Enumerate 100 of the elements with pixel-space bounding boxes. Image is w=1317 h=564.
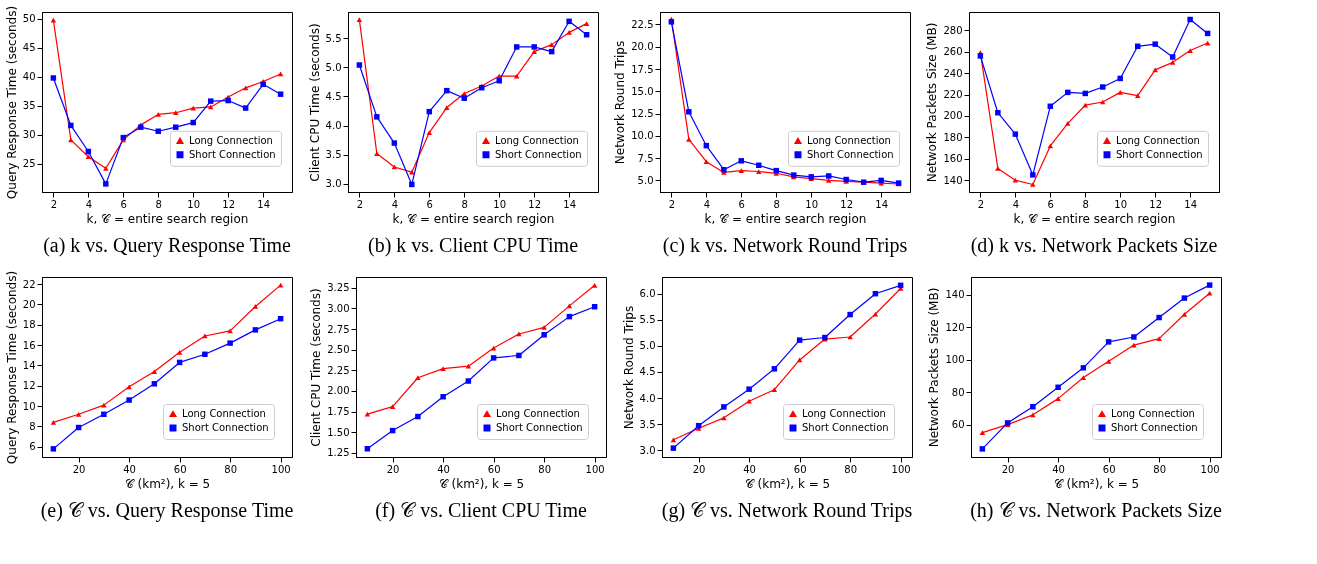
x-tick-label: 20 (386, 463, 400, 475)
y-tick-label: 200 (943, 110, 963, 122)
x-tick-label: 8 (155, 198, 162, 210)
y-tick-label: 140 (943, 174, 963, 186)
x-tick-label: 12 (528, 198, 542, 210)
legend-label: Short Connection (496, 422, 583, 433)
y-tick-label: 1.50 (327, 426, 350, 438)
x-axis-title: k, 𝒞 = entire search region (392, 211, 555, 226)
x-tick-label: 2 (977, 198, 985, 210)
legend-label: Long Connection (1111, 408, 1195, 419)
y-axis-title: Network Packets Size (MB) (927, 287, 942, 448)
x-axis-title: 𝒞 (km²), k = 5 (1053, 476, 1140, 491)
legend-label: Long Connection (807, 134, 891, 146)
y-axis-title: Network Packets Size (MB) (925, 22, 940, 183)
x-tick-label: 14 (1184, 198, 1198, 210)
x-tick-label: 40 (437, 463, 450, 475)
y-tick-label: 180 (943, 131, 963, 143)
x-tick-label: 10 (187, 198, 201, 210)
x-axis-title: 𝒞 (km²), k = 5 (438, 476, 525, 491)
y-tick-label: 3.0 (325, 178, 342, 190)
x-tick-label: 2 (50, 198, 58, 210)
x-tick-label: 6 (120, 198, 127, 210)
x-tick-label: 8 (461, 198, 468, 210)
x-tick-label: 14 (257, 198, 271, 210)
y-tick-label: 220 (943, 89, 963, 100)
y-tick-label: 18 (22, 319, 36, 331)
x-axis-title: k, 𝒞 = entire search region (704, 211, 867, 226)
y-tick-label: 140 (945, 289, 965, 301)
y-axis-title: Network Round Trips (613, 40, 628, 165)
x-tick-label: 20 (692, 463, 706, 475)
legend-label: Short Connection (802, 422, 889, 433)
x-tick-label: 100 (271, 463, 291, 475)
x-tick-label: 4 (85, 198, 93, 210)
y-tick-label: 20.0 (631, 41, 654, 53)
text: (b) k vs. Client CPU Time (367, 234, 579, 257)
y-tick-label: 160 (943, 153, 963, 165)
x-tick-label: 60 (1102, 463, 1116, 475)
x-tick-label: 14 (875, 198, 889, 210)
legend-label: Short Connection (807, 148, 894, 160)
y-tick-label: 3.25 (327, 282, 350, 294)
x-tick-label: 40 (743, 463, 756, 475)
legend-label: Short Connection (495, 148, 582, 160)
y-tick-label: 2.50 (327, 344, 350, 356)
x-tick-label: 60 (793, 463, 807, 475)
x-tick-label: 100 (1200, 463, 1220, 475)
y-tick-label: 35 (22, 100, 36, 112)
x-axis-title: 𝒞 (km²), k = 5 (744, 476, 831, 491)
text: (f) 𝒞 vs. Client CPU Time (375, 499, 587, 522)
y-axis-title: Query Response Time (seconds) (4, 270, 19, 465)
y-tick-label: 4.0 (325, 120, 342, 132)
x-axis-title: 𝒞 (km²), k = 5 (124, 476, 211, 491)
y-tick-label: 17.5 (631, 63, 654, 75)
y-tick-label: 3.0 (639, 444, 656, 456)
x-tick-label: 80 (1153, 463, 1166, 475)
y-tick-label: 5.0 (637, 174, 654, 186)
y-tick-label: 4.5 (639, 366, 656, 378)
text: (d) k vs. Network Packets Size (970, 234, 1218, 257)
x-tick-label: 10 (805, 198, 819, 210)
y-axis-title: Client CPU Time (seconds) (309, 288, 324, 447)
y-tick-label: 15.0 (631, 85, 654, 97)
text: (c) k vs. Network Round Trips (662, 234, 908, 257)
y-tick-label: 4.0 (639, 392, 656, 404)
y-tick-label: 260 (943, 46, 963, 58)
y-tick-label: 4.5 (325, 90, 342, 102)
text: (a) k vs. Query Response Time (43, 234, 291, 257)
y-axis-title: Query Response Time (seconds) (4, 5, 19, 200)
y-tick-label: 22.5 (631, 18, 654, 30)
legend-label: Short Connection (1111, 422, 1198, 433)
y-tick-label: 16 (22, 339, 36, 351)
y-tick-label: 1.25 (327, 447, 350, 459)
y-axis-title: Client CPU Time (seconds) (307, 23, 322, 182)
y-tick-label: 3.5 (639, 418, 656, 430)
y-tick-label: 5.0 (325, 61, 342, 73)
y-tick-label: 280 (943, 24, 963, 36)
y-tick-label: 2.75 (327, 323, 350, 335)
legend-label: Long Connection (802, 408, 886, 419)
x-axis-title: k, 𝒞 = entire search region (1013, 211, 1176, 226)
x-tick-label: 6 (1047, 198, 1054, 210)
x-tick-label: 4 (1012, 198, 1020, 210)
x-tick-label: 40 (1052, 463, 1065, 475)
x-tick-label: 60 (173, 463, 187, 475)
legend-label: Long Connection (182, 408, 266, 419)
x-tick-label: 4 (391, 198, 399, 210)
text: (g) 𝒞 vs. Network Round Trips (661, 499, 913, 522)
x-tick-label: 14 (563, 198, 577, 210)
y-tick-label: 25 (22, 158, 36, 170)
y-tick-label: 2.25 (327, 364, 350, 376)
x-tick-label: 20 (72, 463, 86, 475)
y-tick-label: 5.5 (325, 32, 342, 44)
y-tick-label: 45 (22, 42, 36, 54)
x-tick-label: 80 (224, 463, 237, 475)
x-tick-label: 8 (773, 198, 780, 210)
text: (e) 𝒞 vs. Query Response Time (40, 499, 294, 522)
text: (h) 𝒞 vs. Network Packets Size (970, 499, 1222, 522)
x-tick-label: 20 (1001, 463, 1015, 475)
y-tick-label: 10 (22, 400, 36, 412)
y-tick-label: 22 (22, 278, 36, 290)
y-tick-label: 60 (951, 419, 965, 431)
y-tick-label: 100 (945, 354, 965, 366)
legend-label: Long Connection (495, 134, 579, 146)
